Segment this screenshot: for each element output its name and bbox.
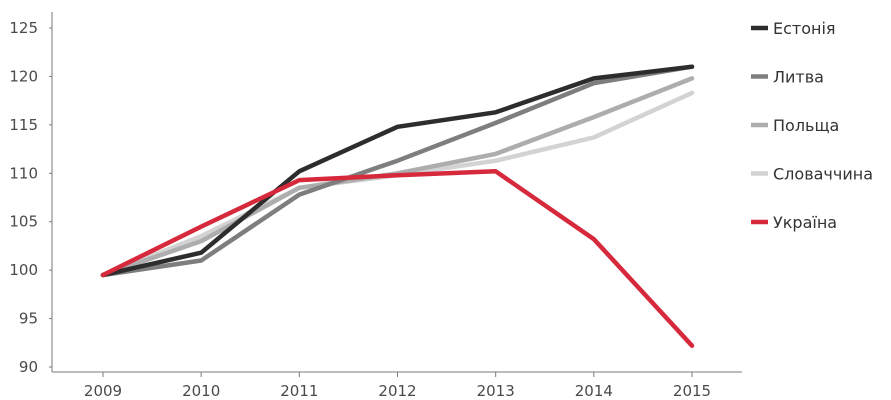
y-tick-label: 120 [9, 67, 38, 85]
legend-item: Україна [751, 213, 837, 232]
x-tick-label: 2015 [673, 382, 711, 400]
legend-item: Словаччина [751, 165, 873, 184]
legend-label: Словаччина [773, 165, 873, 184]
series-line-3 [100, 64, 695, 278]
axes: 90 95 100 105 110 115 120 125 2009 2010 2011 2012 20… [9, 12, 742, 400]
series-line-4 [100, 169, 695, 348]
x-tick-label: 2013 [477, 382, 515, 400]
legend-label: Литва [773, 68, 824, 87]
x-tick-label: 2014 [575, 382, 613, 400]
x-tick-label: 2012 [378, 382, 416, 400]
y-tick-label: 110 [9, 164, 38, 182]
x-tick-label: 2010 [182, 382, 220, 400]
y-tick-label: 95 [19, 310, 38, 328]
legend-label: Естонія [773, 19, 836, 38]
legend-item: Естонія [751, 19, 836, 38]
y-tick-label: 100 [9, 261, 38, 279]
legend-label: Україна [773, 213, 837, 232]
legend: Естонія Литва Польща Словаччина Україна [751, 19, 873, 232]
legend-label: Польща [773, 116, 839, 135]
y-tick-label: 105 [9, 213, 38, 231]
y-tick-label: 115 [9, 116, 38, 134]
series-line-2 [100, 64, 695, 278]
legend-item: Польща [751, 116, 839, 135]
x-tick-label: 2009 [84, 382, 122, 400]
legend-item: Литва [751, 68, 824, 87]
series-lines [100, 64, 695, 348]
y-tick-label: 90 [19, 358, 38, 376]
x-tick-label: 2011 [280, 382, 318, 400]
y-tick-label: 125 [9, 19, 38, 37]
